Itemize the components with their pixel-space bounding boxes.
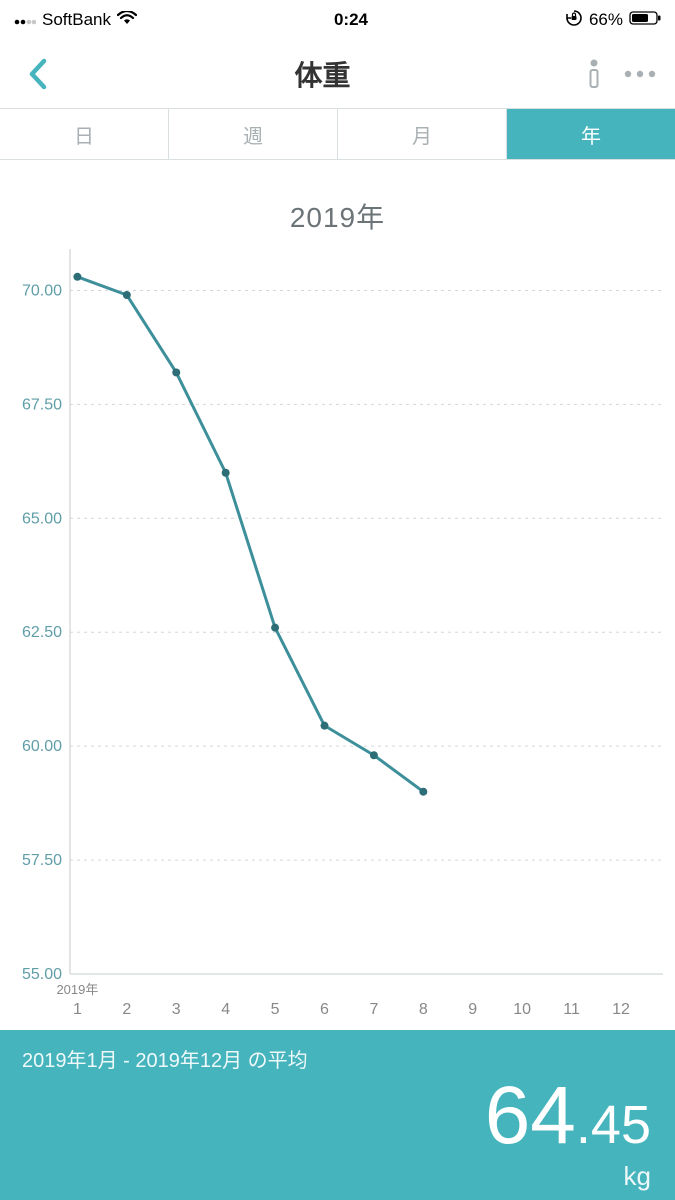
chart-title: 2019年 (0, 160, 675, 244)
segment-日[interactable]: 日 (0, 109, 169, 159)
wifi-icon (117, 10, 137, 30)
battery-icon (629, 10, 661, 30)
signal-icon (14, 10, 36, 30)
summary-footer: 2019年1月 - 2019年12月 の平均 64.45 kg (0, 1030, 675, 1200)
svg-text:9: 9 (468, 1001, 477, 1018)
page-title: 体重 (58, 54, 587, 94)
summary-value-int: 64 (485, 1070, 576, 1161)
svg-text:57.50: 57.50 (22, 852, 62, 869)
svg-text:62.50: 62.50 (22, 624, 62, 641)
svg-text:10: 10 (513, 1001, 531, 1018)
svg-text:60.00: 60.00 (22, 738, 62, 755)
weight-line-chart: 55.00 57.50 60.00 62.50 65.00 67.50 70.00 2019年… (0, 244, 675, 1034)
svg-text:7: 7 (369, 1001, 378, 1018)
battery-pct-label: 66% (589, 10, 623, 30)
segment-年[interactable]: 年 (507, 109, 675, 159)
svg-text:67.50: 67.50 (22, 396, 62, 413)
summary-unit: kg (485, 1161, 651, 1192)
svg-text:2019年: 2019年 (56, 982, 98, 997)
svg-text:5: 5 (271, 1001, 280, 1018)
nav-bar: 体重 (0, 40, 675, 108)
info-icon[interactable] (587, 59, 601, 89)
svg-text:4: 4 (221, 1001, 230, 1018)
clock-label: 0:24 (334, 10, 368, 30)
svg-text:6: 6 (320, 1001, 329, 1018)
svg-text:65.00: 65.00 (22, 510, 62, 527)
chart-area: 2019年 55.00 57.50 60.00 62.50 65.00 67.50 70.0… (0, 160, 675, 1030)
segment-週[interactable]: 週 (169, 109, 338, 159)
svg-text:12: 12 (612, 1001, 630, 1018)
back-button[interactable] (18, 54, 58, 94)
more-icon[interactable] (623, 69, 657, 79)
svg-text:11: 11 (563, 1001, 580, 1018)
carrier-label: SoftBank (42, 10, 111, 30)
orientation-lock-icon (565, 9, 583, 32)
svg-text:70.00: 70.00 (22, 282, 62, 299)
svg-text:55.00: 55.00 (22, 966, 62, 983)
summary-value-dec: .45 (576, 1095, 651, 1155)
svg-text:3: 3 (172, 1001, 181, 1018)
period-segmented-control: 日週月年 (0, 108, 675, 160)
segment-月[interactable]: 月 (338, 109, 507, 159)
svg-text:2: 2 (122, 1001, 131, 1018)
svg-text:8: 8 (419, 1001, 428, 1018)
svg-text:1: 1 (73, 1001, 82, 1018)
summary-label: 2019年1月 - 2019年12月 の平均 (22, 1044, 653, 1073)
status-bar: SoftBank 0:24 66% (0, 0, 675, 40)
